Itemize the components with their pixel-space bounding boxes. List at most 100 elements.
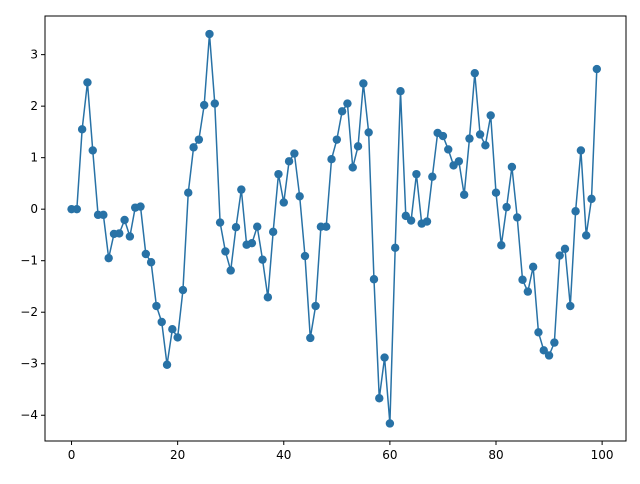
data-point [412, 169, 421, 179]
x-tick-label: 100 [591, 448, 614, 462]
data-point [385, 419, 395, 428]
data-point [72, 204, 82, 214]
data-point [221, 247, 230, 256]
x-tick-label: 0 [68, 448, 76, 462]
y-tick-label: −2 [20, 305, 38, 319]
data-point [550, 338, 559, 347]
data-point [337, 107, 347, 116]
data-point [497, 241, 506, 250]
data-point [88, 146, 97, 155]
data-point [253, 222, 262, 231]
data-point [311, 301, 320, 311]
data-point [513, 213, 522, 222]
data-point [168, 325, 177, 334]
data-point [422, 217, 432, 226]
data-point [104, 253, 113, 263]
data-point [210, 99, 219, 108]
data-point [115, 229, 124, 238]
data-point [459, 190, 469, 199]
data-point [136, 202, 145, 211]
y-tick-label: 2 [30, 99, 38, 113]
data-point [173, 333, 182, 342]
x-tick-label: 20 [170, 448, 185, 462]
data-point [194, 135, 204, 144]
data-point [380, 353, 389, 362]
x-tick-label: 60 [382, 448, 397, 462]
data-point [428, 172, 437, 181]
data-point [481, 141, 490, 150]
data-point [247, 238, 257, 248]
data-point [444, 145, 453, 154]
data-point [300, 251, 310, 261]
y-axis-ticks: 3 2 1 0 −1 −2 −3 −4 [20, 48, 45, 422]
data-point [539, 346, 548, 355]
data-point [295, 192, 304, 201]
data-point [226, 266, 235, 275]
data-point [332, 135, 342, 144]
y-tick-label: −1 [20, 254, 38, 268]
data-point [592, 64, 602, 74]
data-point [353, 142, 363, 151]
series-line [71, 33, 598, 425]
data-point [576, 146, 586, 155]
y-tick-label: 0 [30, 202, 38, 216]
x-tick-label: 80 [488, 448, 503, 462]
data-point [396, 87, 405, 96]
axes-frame [44, 15, 627, 442]
data-point [258, 255, 267, 264]
data-point [279, 198, 288, 207]
data-point [560, 244, 570, 254]
data-point [587, 194, 596, 204]
data-point [343, 99, 352, 108]
data-point [215, 218, 225, 227]
data-point [231, 223, 241, 232]
data-point [205, 29, 214, 39]
data-point [146, 258, 156, 267]
data-point [237, 185, 246, 194]
data-point [518, 275, 527, 284]
data-point [369, 275, 379, 284]
data-point [406, 216, 416, 225]
data-point [470, 68, 479, 78]
x-axis-ticks: 0 20 40 60 80 100 [68, 441, 614, 462]
data-point [555, 251, 564, 260]
data-point [348, 163, 357, 172]
data-point [507, 162, 517, 172]
data-point [359, 79, 368, 88]
data-point [284, 157, 294, 166]
plot-area [67, 29, 602, 428]
data-point [152, 301, 161, 311]
data-point [120, 215, 129, 225]
data-point [306, 333, 315, 343]
data-point [544, 351, 554, 360]
data-point [178, 285, 188, 295]
data-point [390, 243, 400, 253]
y-tick-label: 1 [30, 151, 38, 165]
data-point [290, 149, 299, 158]
data-point [263, 293, 273, 302]
data-point [475, 130, 485, 139]
data-point [528, 262, 538, 272]
data-point [268, 227, 278, 237]
data-point [375, 394, 384, 403]
data-point [77, 125, 87, 134]
data-point [571, 207, 580, 216]
data-point [582, 231, 591, 240]
data-point [491, 188, 501, 197]
data-point [523, 287, 533, 296]
y-tick-label: 3 [30, 48, 38, 62]
data-point [327, 155, 336, 164]
data-point [141, 249, 151, 259]
data-point [125, 232, 135, 241]
data-point [83, 78, 92, 87]
data-point [438, 131, 448, 141]
x-tick-label: 40 [276, 448, 291, 462]
data-point [454, 157, 464, 166]
data-point [189, 143, 198, 152]
y-tick-label: −4 [20, 408, 38, 422]
data-point [486, 111, 495, 120]
data-point [184, 188, 193, 197]
data-point [322, 222, 331, 231]
